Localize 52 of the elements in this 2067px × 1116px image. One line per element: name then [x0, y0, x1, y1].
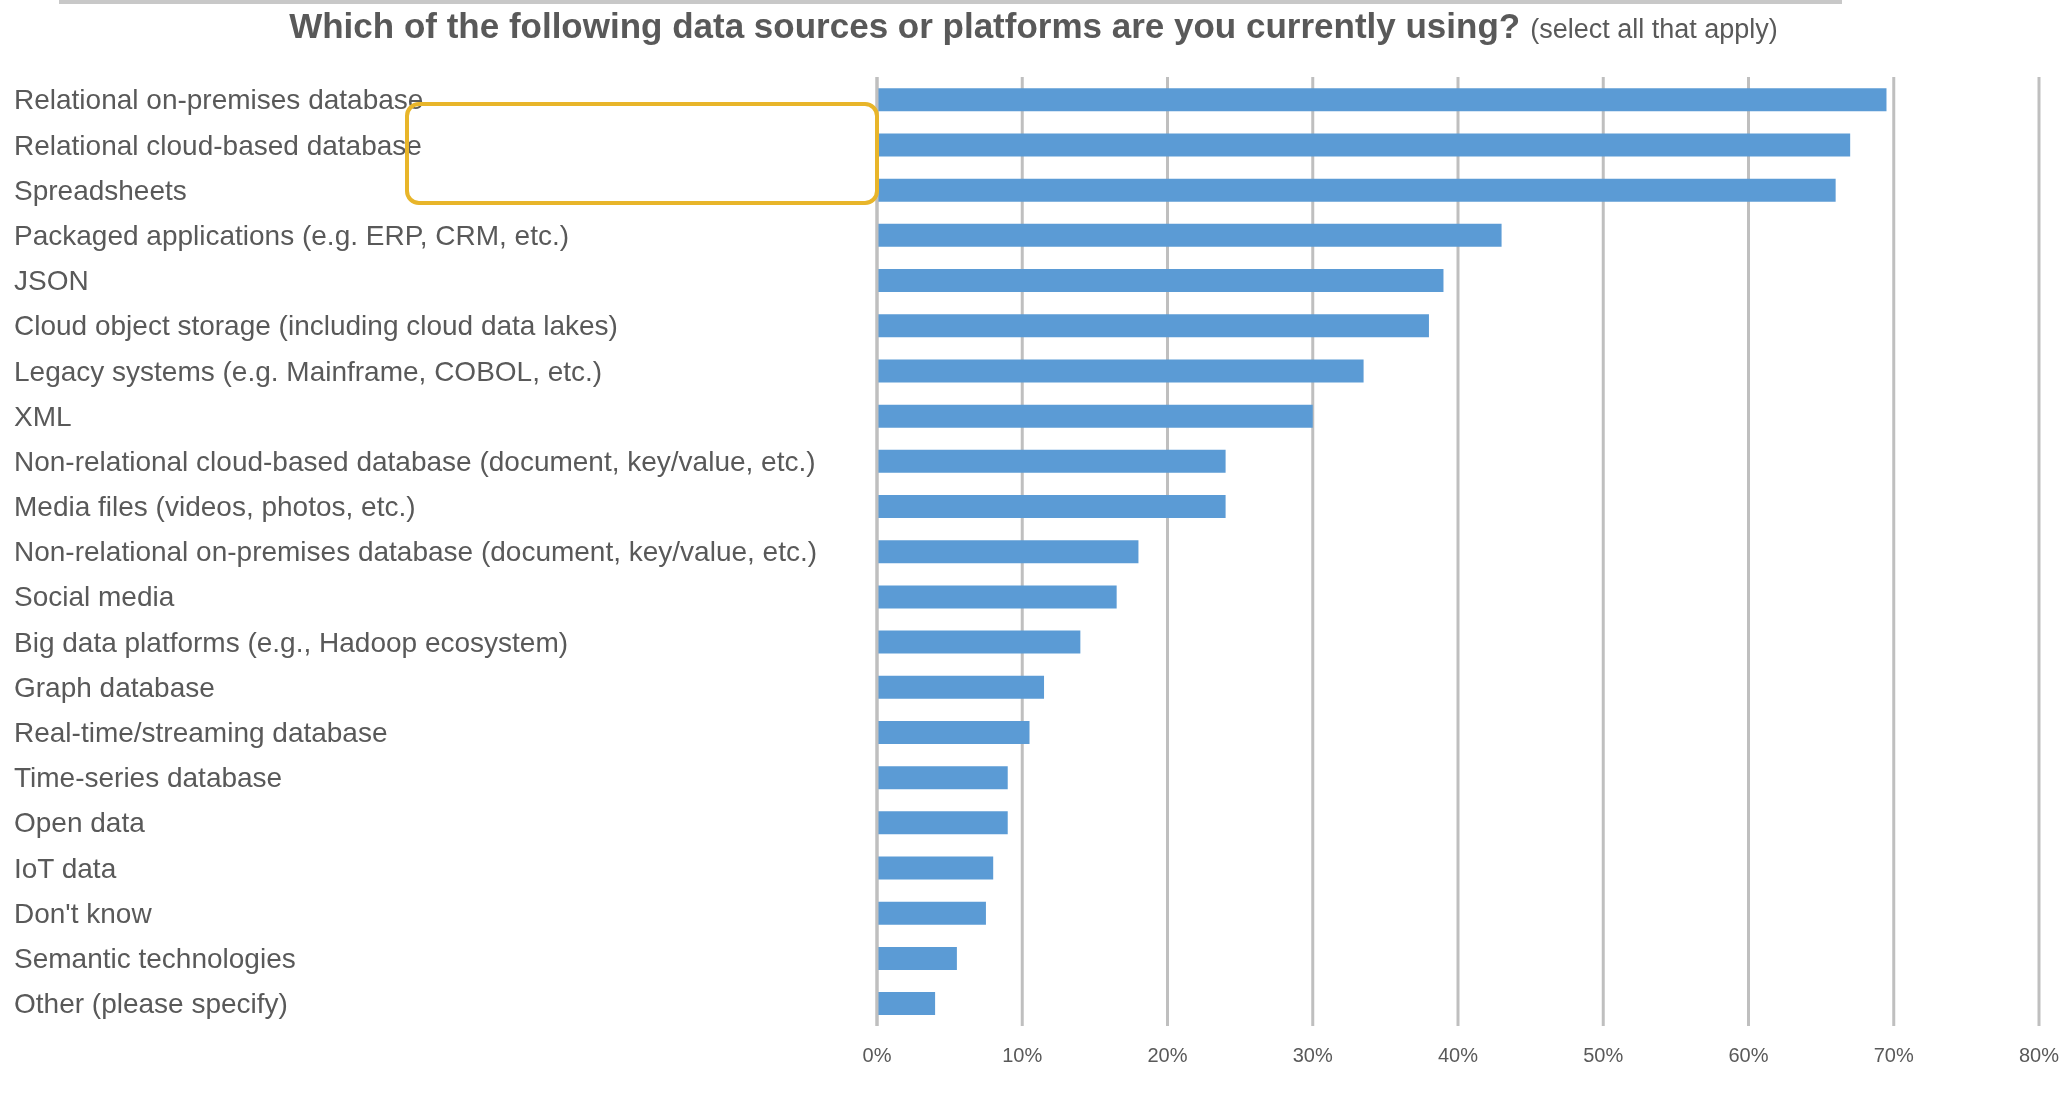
y-tick-label: Semantic technologies [14, 943, 296, 975]
bar [877, 630, 1081, 654]
bar [877, 359, 1364, 383]
bar [877, 675, 1045, 699]
bar [877, 901, 986, 925]
y-tick-label: Time-series database [14, 762, 283, 794]
bar [877, 314, 1429, 338]
x-tick-label: 50% [1583, 1044, 1624, 1067]
bar [877, 811, 1008, 835]
bar [877, 720, 1030, 744]
y-tick-label: Relational on-premises database [14, 84, 424, 116]
chart-subtitle: (select all that apply) [1530, 14, 1778, 45]
bar [877, 223, 1502, 247]
y-tick-label: Real-time/streaming database [14, 717, 388, 749]
bar [877, 178, 1836, 202]
x-tick-label: 60% [1728, 1044, 1769, 1067]
y-tick-label: Packaged applications (e.g. ERP, CRM, etc.) [14, 219, 570, 251]
y-tick-label: XML [14, 400, 72, 432]
bar [877, 540, 1139, 564]
y-tick-label: Spreadsheets [14, 174, 187, 206]
x-tick-label: 70% [1873, 1044, 1914, 1067]
chart-title: Which of the following data sources or platforms are you currently using? [289, 6, 1521, 46]
y-tick-label: Don't know [14, 897, 153, 929]
bar [877, 495, 1226, 519]
y-tick-label: Cloud object storage (including cloud data lakes) [14, 310, 618, 342]
x-tick-label: 20% [1147, 1044, 1188, 1067]
y-tick-label: Big data platforms (e.g., Hadoop ecosystem) [14, 626, 569, 658]
bar [877, 992, 936, 1016]
x-tick-label: 80% [2018, 1044, 2060, 1067]
x-tick-label: 40% [1437, 1044, 1479, 1067]
bar [877, 766, 1008, 790]
bar [877, 269, 1444, 293]
y-tick-label: Media files (videos, photos, etc.) [14, 491, 416, 523]
bar [877, 133, 1851, 157]
x-tick-label: 10% [1002, 1044, 1043, 1067]
bar [877, 449, 1226, 473]
bar [877, 404, 1313, 428]
y-tick-label: Social media [14, 581, 175, 613]
bar [877, 856, 994, 880]
y-tick-label: Legacy systems (e.g. Mainframe, COBOL, etc.) [14, 355, 603, 387]
y-tick-label: Open data [14, 807, 146, 839]
bar [877, 88, 1887, 112]
x-tick-label: 0% [862, 1044, 892, 1067]
x-tick-label: 30% [1292, 1044, 1333, 1067]
y-tick-label: Graph database [14, 671, 215, 703]
y-tick-label: Non-relational on-premises database (document, key/value, etc.) [14, 536, 818, 568]
y-tick-label: Non-relational cloud-based database (document, key/value, etc.) [14, 445, 816, 477]
y-tick-label: IoT data [14, 852, 117, 884]
bar [877, 946, 957, 970]
y-tick-label: JSON [14, 265, 89, 297]
bar [877, 585, 1117, 609]
y-tick-label: Other (please specify) [14, 988, 288, 1020]
